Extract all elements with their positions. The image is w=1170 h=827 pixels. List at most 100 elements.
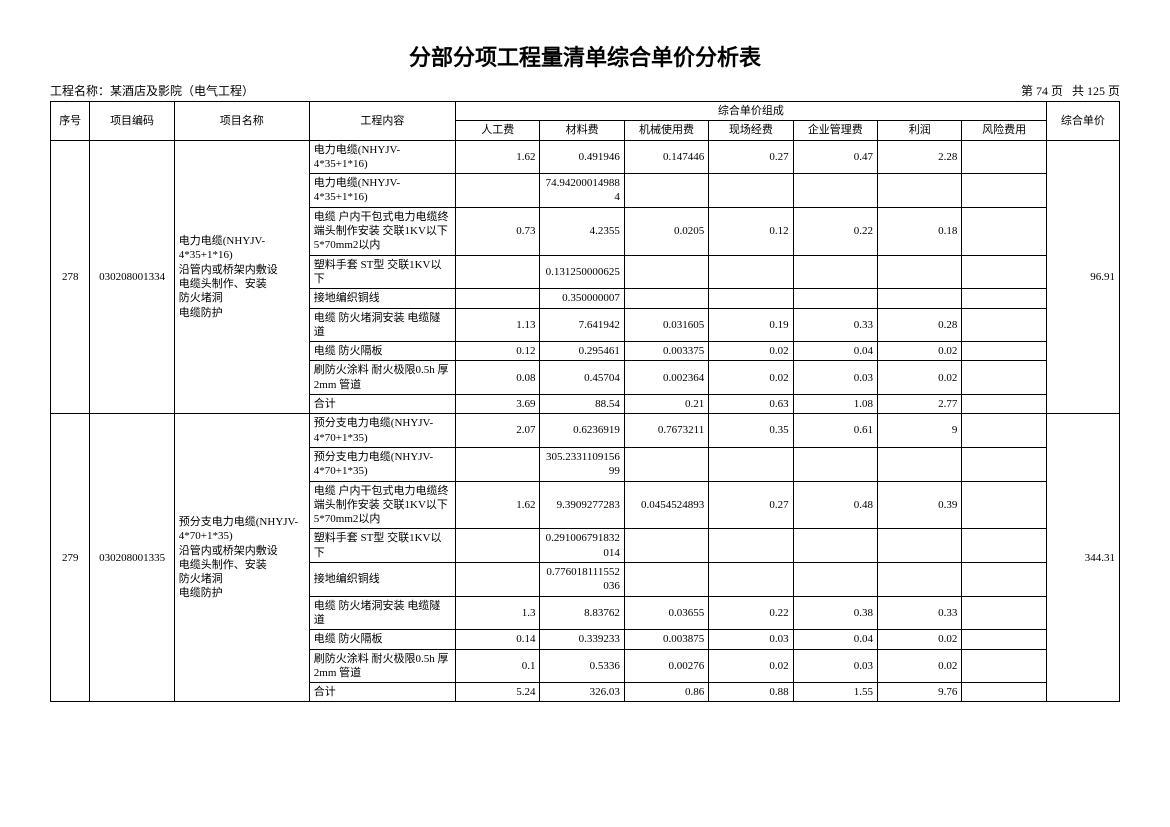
- page-total: 共 125 页: [1072, 84, 1120, 98]
- cell-profit: [878, 563, 962, 597]
- cell-mgmt: 0.22: [793, 207, 877, 255]
- cell-machine: [624, 174, 708, 208]
- cell-content: 电缆 户内干包式电力电缆终端头制作安装 交联1KV以下 5*70mm2以内: [309, 207, 455, 255]
- cell-labor: 1.3: [456, 596, 540, 630]
- cell-content: 塑料手套 ST型 交联1KV以下: [309, 529, 455, 563]
- cell-labor: 1.13: [456, 308, 540, 342]
- cell-machine: [624, 289, 708, 308]
- col-content: 工程内容: [309, 102, 455, 141]
- cell-material: 305.233110915699: [540, 447, 624, 481]
- cell-profit: 0.02: [878, 342, 962, 361]
- cell-risk: [962, 140, 1046, 174]
- cell-labor: 1.62: [456, 140, 540, 174]
- cell-site: 0.02: [709, 342, 793, 361]
- cell-material: 0.350000007: [540, 289, 624, 308]
- cell-material: 9.3909277283: [540, 481, 624, 529]
- cell-content: 合计: [309, 395, 455, 414]
- cell-name: 电力电缆(NHYJV-4*35+1*16) 沿管内或桥架内敷设 电缆头制作、安装…: [174, 140, 309, 414]
- cell-risk: [962, 649, 1046, 683]
- cell-machine: 0.0454524893: [624, 481, 708, 529]
- cell-profit: 0.02: [878, 649, 962, 683]
- cell-site: [709, 255, 793, 289]
- cell-mgmt: [793, 563, 877, 597]
- cell-mgmt: [793, 447, 877, 481]
- cell-profit: [878, 529, 962, 563]
- cell-site: [709, 174, 793, 208]
- cell-material: 0.45704: [540, 361, 624, 395]
- cell-material: 0.339233: [540, 630, 624, 649]
- cell-code: 030208001335: [90, 414, 174, 702]
- col-profit: 利润: [878, 121, 962, 140]
- cell-labor: [456, 255, 540, 289]
- cell-content: 刷防火涂料 耐火极限0.5h 厚2mm 管道: [309, 649, 455, 683]
- cell-site: 0.19: [709, 308, 793, 342]
- col-mgmt: 企业管理费: [793, 121, 877, 140]
- cell-material: 8.83762: [540, 596, 624, 630]
- cell-machine: [624, 255, 708, 289]
- cell-material: 74.942000149884: [540, 174, 624, 208]
- cell-labor: 2.07: [456, 414, 540, 448]
- cell-site: 0.03: [709, 630, 793, 649]
- cell-machine: 0.7673211: [624, 414, 708, 448]
- cell-mgmt: 0.48: [793, 481, 877, 529]
- cell-labor: 0.1: [456, 649, 540, 683]
- cell-risk: [962, 174, 1046, 208]
- cell-site: 0.22: [709, 596, 793, 630]
- cell-machine: 0.03655: [624, 596, 708, 630]
- cell-content: 电力电缆(NHYJV-4*35+1*16): [309, 140, 455, 174]
- project-label: 工程名称：: [50, 84, 110, 98]
- cell-risk: [962, 255, 1046, 289]
- cell-content: 刷防火涂料 耐火极限0.5h 厚2mm 管道: [309, 361, 455, 395]
- col-seq: 序号: [51, 102, 90, 141]
- cell-total: 344.31: [1046, 414, 1119, 702]
- col-code: 项目编码: [90, 102, 174, 141]
- cell-mgmt: 0.38: [793, 596, 877, 630]
- cell-machine: 0.002364: [624, 361, 708, 395]
- cell-risk: [962, 207, 1046, 255]
- cell-site: [709, 529, 793, 563]
- page-title: 分部分项工程量清单综合单价分析表: [50, 40, 1120, 72]
- cell-content: 电力电缆(NHYJV-4*35+1*16): [309, 174, 455, 208]
- table-row: 279030208001335预分支电力电缆(NHYJV-4*70+1*35) …: [51, 414, 1120, 448]
- cell-labor: [456, 447, 540, 481]
- cell-code: 030208001334: [90, 140, 174, 414]
- cell-labor: [456, 563, 540, 597]
- cell-site: 0.88: [709, 683, 793, 702]
- cell-profit: [878, 174, 962, 208]
- cell-risk: [962, 481, 1046, 529]
- cell-profit: 9.76: [878, 683, 962, 702]
- cell-profit: [878, 255, 962, 289]
- table-header: 序号 项目编码 项目名称 工程内容 综合单价组成 综合单价 人工费 材料费 机械…: [51, 102, 1120, 141]
- cell-risk: [962, 563, 1046, 597]
- page-header-row: 工程名称：某酒店及影院（电气工程） 第 74 页 共 125 页: [50, 82, 1120, 99]
- cell-machine: 0.003375: [624, 342, 708, 361]
- cell-mgmt: 0.47: [793, 140, 877, 174]
- cell-content: 接地编织铜线: [309, 289, 455, 308]
- cell-labor: 5.24: [456, 683, 540, 702]
- cell-machine: 0.86: [624, 683, 708, 702]
- cell-profit: [878, 447, 962, 481]
- cell-machine: 0.0205: [624, 207, 708, 255]
- col-material: 材料费: [540, 121, 624, 140]
- cell-mgmt: 1.08: [793, 395, 877, 414]
- cell-material: 0.491946: [540, 140, 624, 174]
- table-body: 278030208001334电力电缆(NHYJV-4*35+1*16) 沿管内…: [51, 140, 1120, 702]
- cell-site: 0.27: [709, 140, 793, 174]
- cell-profit: [878, 289, 962, 308]
- col-site: 现场经费: [709, 121, 793, 140]
- col-name: 项目名称: [174, 102, 309, 141]
- cell-mgmt: 1.55: [793, 683, 877, 702]
- cell-mgmt: [793, 255, 877, 289]
- cell-profit: 0.33: [878, 596, 962, 630]
- cell-content: 电缆 户内干包式电力电缆终端头制作安装 交联1KV以下 5*70mm2以内: [309, 481, 455, 529]
- main-table: 序号 项目编码 项目名称 工程内容 综合单价组成 综合单价 人工费 材料费 机械…: [50, 101, 1120, 702]
- col-risk: 风险费用: [962, 121, 1046, 140]
- cell-site: 0.27: [709, 481, 793, 529]
- cell-site: [709, 563, 793, 597]
- page-info: 第 74 页 共 125 页: [1021, 82, 1120, 99]
- cell-profit: 0.02: [878, 361, 962, 395]
- cell-content: 预分支电力电缆(NHYJV-4*70+1*35): [309, 414, 455, 448]
- cell-mgmt: 0.03: [793, 649, 877, 683]
- cell-profit: 0.39: [878, 481, 962, 529]
- cell-risk: [962, 414, 1046, 448]
